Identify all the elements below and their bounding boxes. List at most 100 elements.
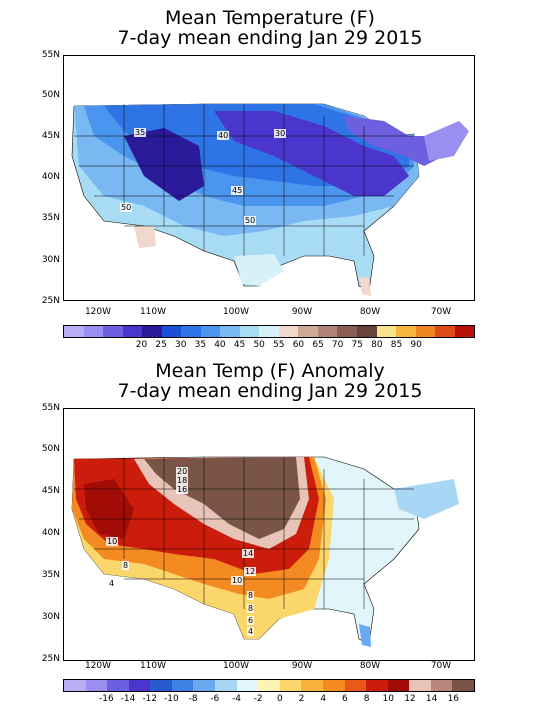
map1-legend-swatch (317, 326, 338, 337)
map1-legend-tick: 45 (233, 340, 246, 350)
map1-state-borders (74, 104, 414, 256)
map2-legend-tick: 8 (363, 694, 370, 704)
map2-legend-tick: -16 (99, 694, 114, 704)
map1-lon-label: 110W (139, 307, 167, 317)
map2-legend-swatch (150, 680, 172, 691)
map2-lat-label: 55N (41, 403, 60, 413)
map1-legend-tick: 50 (253, 340, 265, 350)
map2-legend-swatch (387, 680, 410, 691)
map2-svg (71, 456, 459, 647)
map1-legend-swatch (376, 326, 397, 337)
map1-svg (71, 103, 469, 296)
map1-region-northeast (424, 121, 469, 161)
map1-legend-swatch (337, 326, 357, 337)
map2-lon-label: 80W (359, 661, 381, 671)
map2-legend-tick: 2 (298, 694, 305, 704)
map1-legend-swatch (239, 326, 260, 337)
map2-region-darkred (84, 479, 134, 539)
map1-legend-swatch (200, 326, 221, 337)
map2-lon-label: 100W (222, 661, 250, 671)
map2-contour-label: 16 (176, 485, 189, 494)
map2-legend-tick: 6 (342, 694, 348, 704)
map2-legend-swatch (193, 680, 216, 691)
map1-legend-tick: 35 (194, 340, 207, 350)
map2-legend-swatch (409, 680, 431, 691)
map1-title-line2: 7-day mean ending Jan 29 2015 (117, 27, 423, 49)
map2-legend-swatch (128, 680, 151, 691)
map2-lat-label: 30N (41, 612, 60, 622)
map2-legend-swatch (452, 680, 474, 691)
map1-legend-swatch (161, 326, 182, 337)
map1-legend-tick: 90 (410, 340, 422, 350)
map1-legend-tick: 55 (273, 340, 285, 350)
map1-lat-label: 45N (41, 131, 60, 141)
map1-lon-label: 70W (430, 307, 452, 317)
map1-lat-label: 35N (41, 213, 60, 223)
map2-title-line2: 7-day mean ending Jan 29 2015 (117, 380, 423, 402)
map2-legend-swatch (344, 680, 367, 691)
map2-contour-label: 12 (244, 567, 257, 576)
map1-lat-label: 55N (41, 50, 60, 60)
map2-legend-swatch (215, 680, 237, 691)
map2-legend-swatch (236, 680, 259, 691)
map1-lon-label: 80W (359, 307, 381, 317)
map2-legend-tick: -8 (188, 694, 198, 704)
map2-lat-label: 25N (41, 654, 60, 664)
map2-legend-tick: 16 (447, 694, 460, 704)
map2-lat-label: 40N (41, 528, 60, 538)
map1-legend-swatch (454, 326, 475, 337)
map1-contour-label: 40 (217, 131, 230, 140)
map2-legend-swatch (171, 680, 194, 691)
map1-legend-tick: 20 (135, 340, 148, 350)
map1-legend-bar (63, 325, 475, 338)
map2-legend-swatch (107, 680, 129, 691)
map2-legend-tick: -4 (231, 694, 241, 704)
map1-legend-tick: 30 (174, 340, 187, 350)
map1-legend-tick: 80 (371, 340, 383, 350)
map2-lon-label: 120W (84, 661, 112, 671)
map2-contour-label: 8 (247, 591, 255, 600)
map2-lat-label: 45N (41, 486, 60, 496)
map1-contour-label: 30 (274, 129, 287, 138)
map2-legend-tick: 14 (425, 694, 438, 704)
map2-region-fl-blue (359, 624, 371, 647)
map1-legend-swatch (142, 326, 162, 337)
map1-legend-tick: 60 (292, 340, 305, 350)
map1-legend-swatch (415, 326, 436, 337)
map2-legend-tick: -12 (142, 694, 158, 704)
map2-legend-tick: -6 (210, 694, 220, 704)
map1-legend-tick: 25 (155, 340, 167, 350)
map2-contour-label: 6 (247, 616, 255, 625)
map1-legend-swatch (103, 326, 123, 337)
map1-region-coldest (214, 111, 409, 196)
map1-panel: 35 40 30 45 50 50 (63, 55, 475, 301)
map2-legend-bar (63, 679, 475, 692)
map1-legend-swatch (181, 326, 201, 337)
map1-contour-label: 45 (231, 186, 244, 195)
map1-contour-label: 50 (120, 203, 133, 212)
map1-legend-tick: 65 (312, 340, 324, 350)
map2-legend-tick: 0 (276, 694, 283, 704)
map1-legend-tick: 40 (214, 340, 226, 350)
map2-legend-swatch (85, 680, 108, 691)
map2-lon-label: 110W (139, 661, 167, 671)
map1-contour-label: 35 (134, 128, 147, 137)
map1-region-warm-tx (134, 226, 156, 248)
map1-lat-label: 30N (41, 255, 60, 265)
map2-legend-swatch (279, 680, 302, 691)
map1-legend-swatch (64, 326, 84, 337)
map2-contour-label: 8 (122, 561, 130, 570)
map2-lon-label: 90W (291, 661, 313, 671)
map2-legend-tick: -10 (164, 694, 179, 704)
map2-legend-swatch (430, 680, 453, 691)
map1-legend-swatch (83, 326, 104, 337)
map1-legend-swatch (278, 326, 299, 337)
map2-legend-tick: 4 (320, 694, 327, 704)
map2-lon-label: 70W (430, 661, 452, 671)
map2-legend-tick: -14 (120, 694, 136, 704)
map1-legend-swatch (356, 326, 377, 337)
map2-legend-swatch (301, 680, 323, 691)
map2-legend-swatch (322, 680, 345, 691)
map2-title-line1: Mean Temp (F) Anomaly (155, 360, 385, 382)
map2-contour-label: 20 (176, 467, 189, 476)
